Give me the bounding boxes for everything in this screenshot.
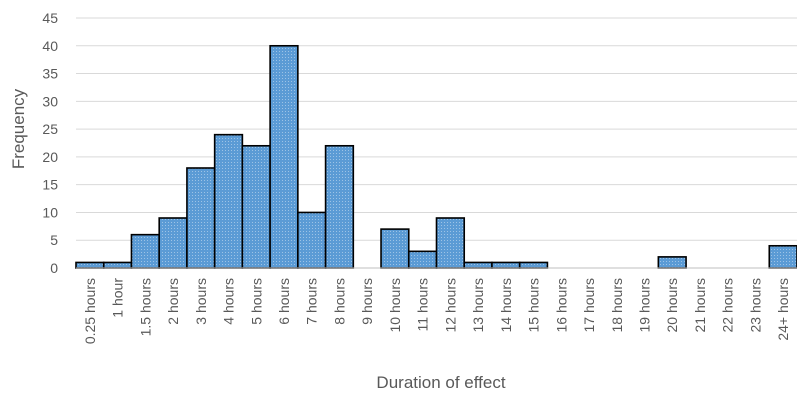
- x-axis-ticks: 0.25 hours 1 hour 1.5 hours 2 hours 3 hours 4…: [82, 278, 791, 345]
- bar: [407, 250, 438, 269]
- y-tick-label: 30: [42, 93, 58, 109]
- x-tick-label: 18 hours: [609, 278, 625, 332]
- x-tick-label: 3 hours: [193, 278, 209, 325]
- bar: [435, 217, 466, 269]
- x-tick-label: 1 hour: [110, 278, 126, 318]
- x-tick-label: 23 hours: [747, 278, 763, 332]
- x-tick-label: 24+ hours: [775, 278, 791, 341]
- bar: [657, 256, 687, 269]
- x-tick-label: 9 hours: [359, 278, 375, 325]
- bars: [75, 44, 797, 269]
- x-tick-label: 20 hours: [664, 278, 680, 332]
- x-tick-label: 0.25 hours: [82, 278, 98, 344]
- x-tick-label: 1.5 hours: [137, 278, 153, 336]
- bar: [463, 261, 493, 269]
- y-axis-ticks: 0 5 10 15 20 25 30 35 40 45: [42, 10, 58, 276]
- y-tick-label: 25: [42, 121, 58, 137]
- y-tick-label: 10: [42, 204, 58, 220]
- bar: [186, 167, 216, 269]
- x-tick-label: 6 hours: [276, 278, 292, 325]
- x-tick-label: 16 hours: [553, 278, 569, 332]
- bar: [324, 144, 355, 269]
- bar: [269, 44, 299, 269]
- bar: [213, 133, 244, 269]
- x-tick-label: 8 hours: [331, 278, 347, 325]
- bar: [297, 211, 327, 269]
- bar: [102, 261, 133, 269]
- x-tick-label: 11 hours: [415, 278, 431, 331]
- x-tick-label: 19 hours: [636, 278, 652, 332]
- x-tick-label: 10 hours: [387, 278, 403, 332]
- x-tick-label: 2 hours: [165, 278, 181, 325]
- y-tick-label: 0: [50, 260, 58, 276]
- x-tick-label: 15 hours: [526, 278, 542, 332]
- bar: [130, 233, 160, 269]
- y-tick-label: 35: [42, 66, 58, 82]
- x-tick-label: 4 hours: [221, 278, 237, 325]
- bar: [158, 217, 188, 269]
- bar: [380, 228, 410, 269]
- bar: [75, 261, 105, 269]
- y-tick-label: 45: [42, 10, 58, 26]
- x-tick-label: 7 hours: [304, 278, 320, 325]
- bar: [241, 144, 271, 269]
- x-tick-label: 21 hours: [692, 278, 708, 332]
- gridlines: [76, 17, 797, 241]
- x-tick-label: 13 hours: [470, 278, 486, 332]
- y-axis-title: Frequency: [9, 88, 28, 169]
- y-tick-label: 15: [42, 177, 58, 193]
- y-tick-label: 40: [42, 38, 58, 54]
- y-tick-label: 5: [50, 232, 58, 248]
- x-tick-label: 22 hours: [720, 278, 736, 332]
- y-tick-label: 20: [42, 149, 58, 165]
- x-tick-label: 5 hours: [248, 278, 264, 325]
- x-axis-title: Duration of effect: [376, 373, 505, 392]
- bar: [768, 244, 797, 269]
- x-tick-label: 17 hours: [581, 278, 597, 332]
- x-tick-label: 14 hours: [498, 278, 514, 332]
- bar: [518, 261, 549, 269]
- x-tick-label: 12 hours: [442, 278, 458, 332]
- bar: [491, 261, 521, 269]
